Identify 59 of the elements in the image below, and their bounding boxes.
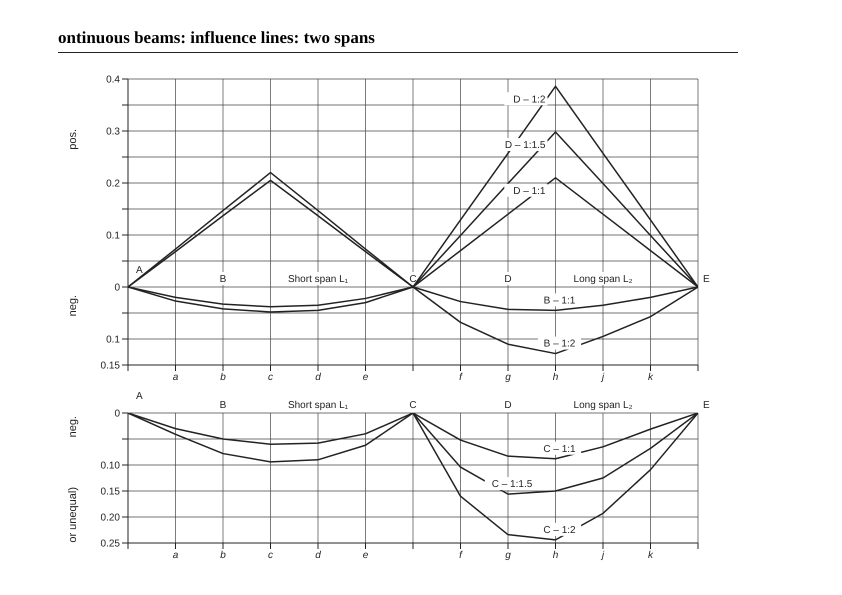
annotation: D [504,274,512,285]
series-label: C – 1:1 [543,444,576,455]
x-tick-label: e [362,372,369,384]
y-tick-label: 0.2 [106,178,120,190]
y-tick-label: 0.4 [106,74,120,86]
annotation: Long span L₂ [574,274,633,285]
series-label: C – 1:1.5 [492,479,533,490]
x-tick-label: b [220,372,226,384]
series-label: B – 1:1 [544,295,576,306]
annotation: A [136,265,143,276]
x-tick-label: c [268,550,273,562]
text: E [703,274,710,285]
text: or unequal) [67,486,79,542]
annotation: C [409,274,417,285]
x-tick-label: h [552,372,559,384]
text: Long span L₂ [574,400,633,411]
x-tick-label: k [648,550,654,562]
x-tick-label: c [268,372,273,384]
y-axis-title: pos. [67,129,79,150]
y-tick-label: 0.15 [100,486,120,498]
x-tick-label: f [459,550,464,562]
x-tick-label: d [315,550,322,562]
x-tick-label: a [172,372,179,384]
text: A [136,391,143,402]
y-tick-label: 0.1 [106,230,120,242]
x-tick-label: g [505,372,512,384]
x-tick-label: f [459,372,464,384]
x-tick-label: j [600,372,605,384]
y-axis-title: neg. [67,416,79,438]
annotation: Short span L₁ [288,274,349,285]
series-label: D – 1:2 [513,94,546,106]
x-tick-label: g [505,550,512,562]
y-tick-label: 0.20 [100,512,120,524]
y-tick-label: 0.3 [106,126,120,138]
series-label: B – 1:2 [544,338,576,350]
annotation: B [220,274,227,285]
y-tick-label: 0.25 [100,538,120,550]
text: neg. [67,295,79,317]
series-label: D – 1:1.5 [504,140,546,152]
x-tick-label: b [220,550,226,562]
y-tick-label: 0.10 [100,460,120,472]
text: Short span L₁ [288,400,349,411]
series-label: C – 1:2 [543,524,576,536]
y-tick-label: 0.15 [100,360,120,372]
series-label: D – 1:1 [513,186,546,197]
x-tick-label: h [552,550,559,562]
x-tick-label: e [362,550,369,562]
x-tick-label: k [648,372,654,384]
text: E [703,400,710,411]
chart-title: ontinuous beams: influence lines: two spans [58,28,738,53]
x-tick-label: j [600,550,605,562]
x-tick-label: a [172,550,179,562]
y-tick-label: 0 [114,282,120,294]
text: C [409,400,417,411]
y-tick-label: 0.1 [106,334,120,346]
text: B [220,400,227,411]
text: D [504,400,512,411]
y-tick-label: 0 [114,408,120,420]
x-tick-label: d [315,372,322,384]
